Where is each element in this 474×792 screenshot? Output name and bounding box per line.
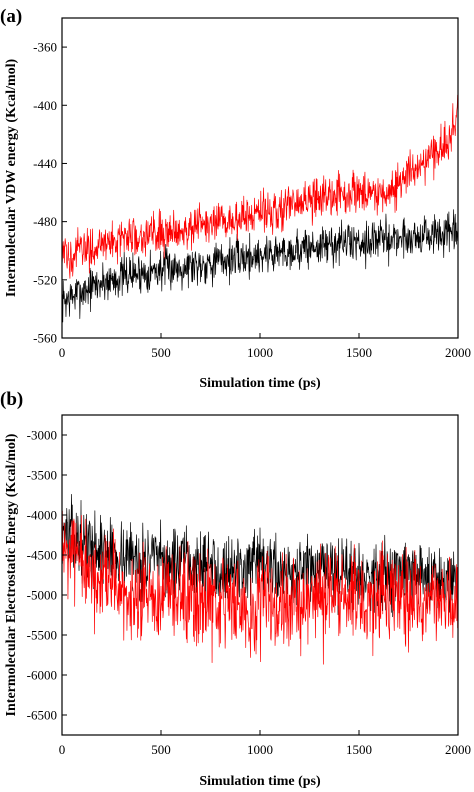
panel-b-series-red-line [61, 510, 459, 665]
panel-a-y-axis-title: Intermolecular VDW energy (Kcal/mol) [4, 58, 19, 297]
panel-b-x-tick-label: 1000 [247, 742, 273, 757]
panel-a-y-tick-label: -520 [33, 272, 57, 287]
panel-b-ticks: 0 500 1000 1500 2000 -6500 -6000 -5500 -5000 -450… [27, 428, 471, 758]
panel-a-y-tick-label: -400 [33, 98, 57, 113]
panel-b-y-tick-label: -5000 [27, 588, 57, 603]
panel-b-x-tick-label: 1500 [346, 742, 372, 757]
panel-a-label: (a) [0, 6, 22, 27]
panel-a-y-tick-label: -480 [33, 214, 57, 229]
panel-b-y-tick-label: -3500 [27, 468, 57, 483]
panel-b-y-tick-label: -5500 [27, 628, 57, 643]
panel-a-series-black-line [61, 209, 459, 323]
panel-a-x-tick-label: 0 [59, 345, 66, 360]
panel-a-x-tick-label: 500 [151, 345, 171, 360]
panel-a-plot-frame [61, 17, 459, 339]
panel-b-y-tick-label: -6000 [27, 668, 57, 683]
panel-b-y-tick-label: -4000 [27, 508, 57, 523]
panel-b-series-group [61, 493, 459, 665]
panel-b-y-tick-label: -4500 [27, 548, 57, 563]
panel-b-x-tick-label: 2000 [445, 742, 471, 757]
panel-b: (b) 0 500 1000 1500 2000 -6500 -6000 -5500 -5000… [0, 389, 471, 789]
panel-b-y-tick-label: -3000 [27, 428, 57, 443]
panel-b-y-axis-title: Intermolecular Electrostatic Energy (Kca… [4, 433, 19, 716]
panel-a: (a) 0 500 1000 1500 2000 -560 -520 -480 -440 -400… [0, 6, 471, 391]
panel-a-x-tick-label: 1500 [346, 345, 372, 360]
panel-a-y-tick-label: -440 [33, 156, 57, 171]
panel-b-label: (b) [0, 389, 23, 410]
panel-b-x-tick-label: 0 [59, 742, 66, 757]
panel-a-x-tick-label: 2000 [445, 345, 471, 360]
panel-a-y-tick-label: -360 [33, 40, 57, 55]
panel-a-x-tick-label: 1000 [247, 345, 273, 360]
panel-b-x-tick-label: 500 [151, 742, 171, 757]
panel-a-ticks: 0 500 1000 1500 2000 -560 -520 -480 -440 -400 -360 [33, 40, 471, 360]
panel-a-x-axis-title: Simulation time (ps) [199, 376, 321, 391]
panel-b-x-axis-title: Simulation time (ps) [199, 774, 321, 789]
panel-a-series-red-line [61, 94, 459, 279]
panel-a-series-group [61, 94, 459, 323]
panel-b-y-tick-label: -6500 [27, 708, 57, 723]
panel-a-y-tick-label: -560 [33, 331, 57, 346]
